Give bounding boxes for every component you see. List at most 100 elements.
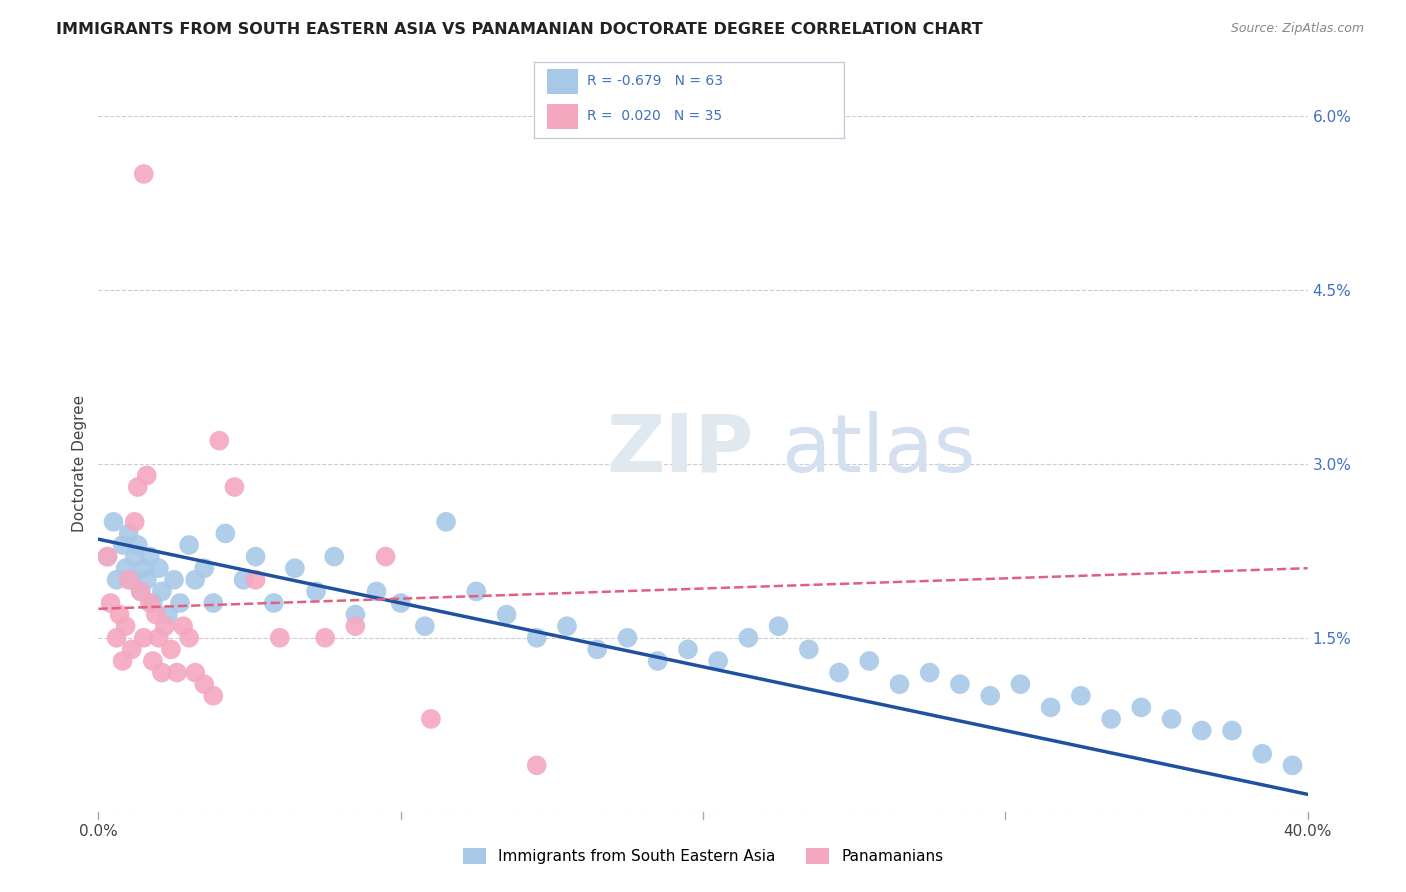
Point (105, 573, 128, 587)
Point (118, 526, 141, 541)
Point (132, 561, 155, 575)
Text: ZIP: ZIP (606, 411, 754, 489)
Point (737, 631, 759, 645)
Point (389, 596, 412, 610)
Point (156, 607, 179, 622)
Point (344, 607, 367, 622)
Point (132, 631, 155, 645)
Point (420, 712, 443, 726)
Text: atlas: atlas (782, 411, 976, 489)
Point (707, 654, 730, 668)
Point (179, 538, 201, 552)
Point (202, 596, 225, 610)
Point (374, 549, 396, 564)
Point (124, 549, 146, 564)
Point (284, 561, 307, 575)
Point (979, 689, 1001, 703)
Point (245, 573, 267, 587)
Point (918, 665, 941, 680)
Point (224, 480, 246, 494)
Point (269, 631, 291, 645)
Point (1039, 700, 1062, 714)
Point (1130, 700, 1153, 714)
Bar (547, 70, 578, 95)
Point (647, 654, 669, 668)
Point (96, 549, 118, 564)
Point (127, 480, 149, 494)
Point (96, 549, 118, 564)
Point (142, 596, 165, 610)
Point (1160, 712, 1182, 726)
Point (214, 526, 236, 541)
Point (495, 607, 517, 622)
Point (166, 665, 188, 680)
Point (172, 619, 194, 633)
Point (526, 758, 548, 772)
Point (148, 631, 170, 645)
Point (1010, 677, 1032, 691)
Point (139, 596, 162, 610)
Point (797, 642, 820, 657)
Point (139, 549, 162, 564)
Point (616, 631, 638, 645)
Point (142, 654, 165, 668)
Point (465, 584, 488, 599)
Point (124, 515, 146, 529)
Bar (547, 104, 578, 129)
Point (111, 538, 134, 552)
Text: IMMIGRANTS FROM SOUTH EASTERN ASIA VS PANAMANIAN DOCTORATE DEGREE CORRELATION CH: IMMIGRANTS FROM SOUTH EASTERN ASIA VS PA… (56, 22, 983, 37)
Point (114, 561, 136, 575)
Point (344, 619, 367, 633)
Point (586, 642, 609, 657)
Point (366, 584, 388, 599)
Point (555, 619, 578, 633)
Point (305, 584, 328, 599)
Text: R =  0.020   N = 35: R = 0.020 N = 35 (586, 109, 723, 122)
Point (105, 631, 128, 645)
Point (153, 619, 176, 633)
Point (114, 619, 136, 633)
Point (145, 607, 167, 622)
Point (202, 689, 225, 703)
Point (135, 573, 157, 587)
Point (245, 549, 267, 564)
Point (135, 468, 157, 483)
Point (768, 619, 790, 633)
Point (676, 642, 699, 657)
Point (858, 654, 880, 668)
Y-axis label: Doctorate Degree: Doctorate Degree (72, 395, 87, 533)
Point (179, 631, 201, 645)
Point (413, 619, 436, 633)
Point (121, 642, 143, 657)
Point (1281, 758, 1303, 772)
Point (949, 677, 972, 691)
Point (111, 654, 134, 668)
Point (232, 573, 254, 587)
Point (434, 515, 457, 529)
Point (169, 596, 191, 610)
Point (132, 167, 155, 181)
Point (163, 573, 186, 587)
Point (208, 434, 231, 448)
Point (160, 642, 183, 657)
Point (1191, 723, 1213, 738)
Point (1099, 712, 1122, 726)
Point (828, 665, 851, 680)
Point (148, 561, 170, 575)
Point (150, 665, 173, 680)
Point (108, 607, 131, 622)
Point (1070, 689, 1092, 703)
Point (129, 584, 152, 599)
Point (889, 677, 911, 691)
Point (129, 584, 152, 599)
Point (314, 631, 336, 645)
Point (193, 561, 215, 575)
Point (526, 631, 548, 645)
Point (127, 538, 149, 552)
Point (103, 515, 125, 529)
Point (121, 573, 143, 587)
Point (150, 584, 173, 599)
Point (184, 573, 207, 587)
Point (184, 665, 207, 680)
Point (323, 549, 346, 564)
